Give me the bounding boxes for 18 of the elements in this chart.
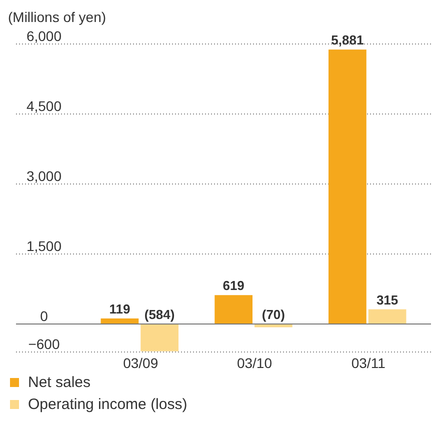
y-axis-title: (Millions of yen) [8,9,106,25]
legend-label: Operating income (loss) [28,396,188,413]
data-label: (584) [144,307,175,322]
y-tick-label: 1,500 [26,238,62,254]
y-tick-label: 4,500 [26,98,62,114]
y-tick-label: 6,000 [26,28,62,44]
data-label: (70) [262,307,285,322]
data-label: 315 [376,292,398,308]
data-label: 619 [222,278,244,294]
x-tick-label: 03/11 [351,355,386,371]
data-label: 5,881 [331,32,364,48]
y-tick-label: 0 [40,308,48,324]
x-tick-label: 03/10 [236,355,272,371]
y-tick-label: 3,000 [26,168,62,184]
data-label: 119 [109,301,130,316]
x-tick-label: 03/09 [123,355,158,371]
y-tick-label: −600 [28,336,60,352]
legend-label: Net sales [28,374,91,391]
